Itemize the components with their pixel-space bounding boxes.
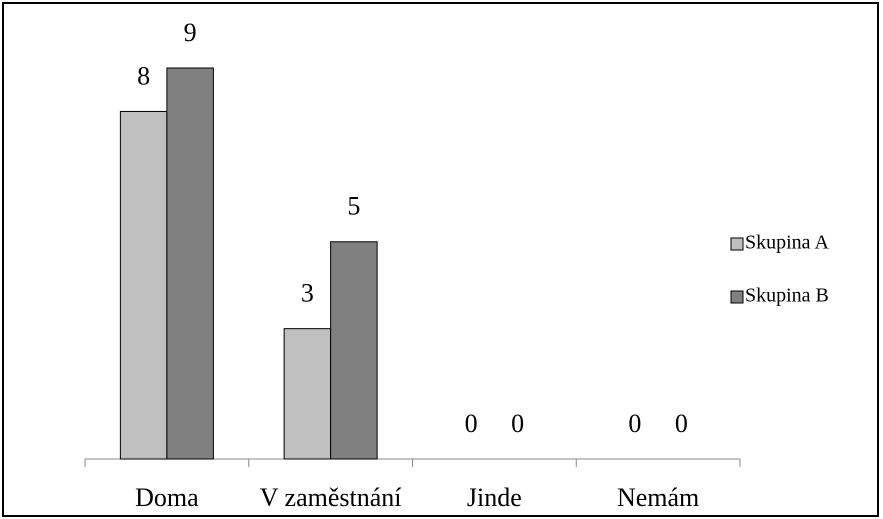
x-tick-label: Doma bbox=[135, 483, 199, 512]
bar bbox=[119, 110, 168, 460]
data-label: 5 bbox=[347, 192, 360, 221]
legend-label: Skupina A bbox=[745, 232, 829, 254]
data-label: 0 bbox=[628, 409, 641, 438]
x-tick-label: V zaměstnání bbox=[260, 483, 402, 512]
x-tick-label: Jinde bbox=[467, 483, 522, 512]
x-tick-label: Nemám bbox=[617, 483, 699, 512]
bar bbox=[330, 241, 378, 460]
bar bbox=[166, 67, 214, 460]
bar bbox=[283, 328, 332, 460]
data-label: 0 bbox=[675, 409, 688, 438]
legend-swatch bbox=[730, 237, 744, 251]
data-label: 3 bbox=[301, 279, 314, 308]
legend-label: Skupina B bbox=[745, 285, 829, 307]
data-label: 8 bbox=[137, 61, 150, 90]
data-label: 0 bbox=[465, 409, 478, 438]
data-label: 9 bbox=[184, 18, 197, 47]
data-label: 0 bbox=[511, 409, 524, 438]
legend-swatch bbox=[730, 290, 744, 304]
